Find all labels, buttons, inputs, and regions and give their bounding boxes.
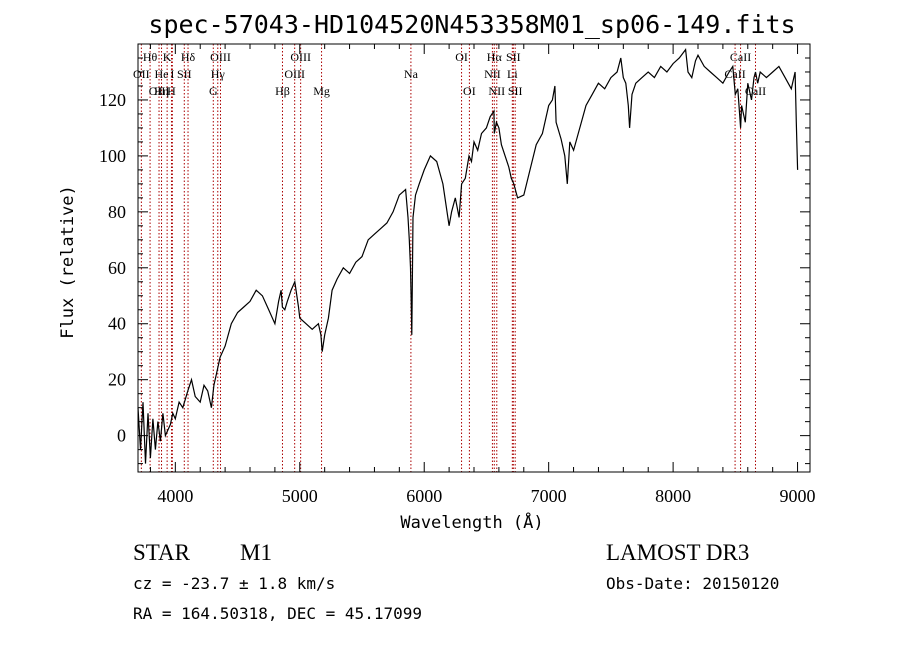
flux-series-line [137, 48, 799, 464]
line-marker-label-26: CaII [730, 50, 751, 64]
line-marker-label-14: OIII [290, 50, 311, 64]
chart-title: spec-57043-HD104520N453358M01_sp06-149.f… [148, 10, 795, 39]
line-marker-label-9: SII [177, 67, 192, 81]
line-marker-label-18: OI [455, 50, 468, 64]
line-marker-label-3: He [155, 67, 169, 81]
coordinates-info: RA = 164.50318, DEC = 45.17099 [133, 604, 422, 623]
line-marker-label-24: Li [507, 67, 518, 81]
line-marker-label-20: Hα [487, 50, 503, 64]
line-marker-label-5: Hη [154, 84, 169, 98]
survey-name: LAMOST DR3 [606, 540, 749, 565]
y-tick-label: 40 [108, 314, 126, 334]
line-marker-label-17: Na [404, 67, 419, 81]
plot-frame [137, 43, 811, 473]
y-tick-label: 20 [108, 370, 126, 390]
line-marker-label-10: OIII [210, 50, 231, 64]
line-marker-label-13: Hβ [275, 84, 290, 98]
line-marker-label-4: K [163, 50, 172, 64]
object-class: STAR [133, 540, 191, 565]
line-marker-label-6: H [167, 84, 176, 98]
x-tick-label: 8000 [655, 486, 691, 506]
line-marker-label-25: SII [508, 84, 523, 98]
x-tick-label: 5000 [282, 486, 318, 506]
line-marker-label-15: OIII [284, 67, 305, 81]
line-marker-label-2: OIII [149, 84, 170, 98]
line-marker-label-22: NII [488, 84, 505, 98]
x-axis-label: Wavelength (Å) [400, 511, 543, 533]
object-subclass: M1 [240, 540, 272, 565]
y-tick-label: 0 [117, 426, 126, 446]
observation-date: Obs-Date: 20150120 [606, 574, 779, 593]
redshift-info: cz = -23.7 ± 1.8 km/s [133, 574, 335, 593]
line-marker-label-16: Mg [313, 84, 330, 98]
line-marker-label-19: OI [463, 84, 476, 98]
line-marker-label-8: Hδ [181, 50, 196, 64]
spectral-line-markers [140, 44, 756, 472]
line-marker-label-12: G [209, 84, 218, 98]
x-tick-label: 6000 [406, 486, 442, 506]
y-tick-label: 60 [108, 258, 126, 278]
y-tick-label: 120 [99, 90, 126, 110]
line-marker-label-23: SII [506, 50, 521, 64]
line-marker-label-0: Hθ [143, 50, 158, 64]
line-marker-label-11: Hγ [211, 67, 226, 81]
x-tick-label: 4000 [157, 486, 193, 506]
x-tick-label: 7000 [531, 486, 567, 506]
y-tick-label: 100 [99, 146, 126, 166]
y-tick-label: 80 [108, 202, 126, 222]
line-marker-label-7: I [170, 67, 174, 81]
line-marker-label-1: OII [133, 67, 150, 81]
x-axis-ticks: 4000 5000 6000 7000 8000 9000 [149, 44, 816, 506]
y-axis-label: Flux (relative) [58, 185, 78, 339]
x-tick-label: 9000 [780, 486, 816, 506]
y-axis-ticks: 0 20 40 60 80 100 120 [99, 43, 810, 465]
line-marker-label-21: NII [484, 67, 501, 81]
